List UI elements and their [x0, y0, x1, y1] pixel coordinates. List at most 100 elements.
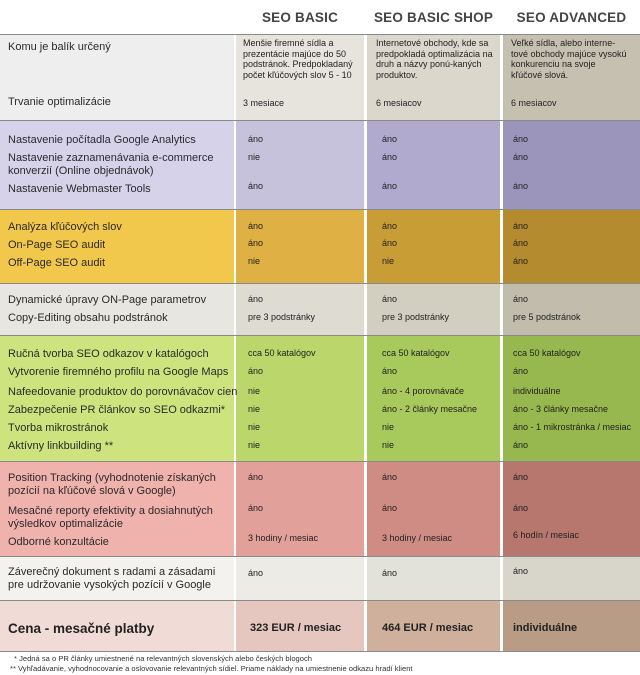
- row-value-advanced: áno: [513, 294, 529, 304]
- price-advanced: individuálne: [513, 622, 578, 634]
- row-value-basic: áno: [248, 238, 264, 248]
- bg-cell: [236, 121, 364, 209]
- row-value-shop: áno: [382, 568, 398, 578]
- row-value-basic: áno: [248, 366, 264, 376]
- row-value-advanced: cca 50 katalógov: [513, 348, 581, 358]
- row-value-advanced: pre 5 podstránok: [513, 312, 581, 322]
- row-value-advanced: 6 mesiacov: [511, 98, 557, 108]
- bg-cell: [0, 284, 234, 335]
- bg-cell: [236, 557, 364, 600]
- footnote: ** Vyhľadávanie, vyhodnocovanie a oslovo…: [10, 664, 413, 673]
- row-value-advanced: áno: [513, 134, 529, 144]
- row-value-advanced: áno: [513, 152, 529, 162]
- row-value-basic: 3 hodiny / mesiac: [248, 533, 319, 543]
- row-label: Mesačné reporty efektivity a dosiahnutýc…: [8, 505, 213, 530]
- section-target: [0, 34, 640, 120]
- bg-cell: [236, 336, 364, 461]
- row-value-basic: pre 3 podstránky: [248, 312, 316, 322]
- bg-cell: [503, 34, 640, 120]
- price-basic: 323 EUR / mesiac: [250, 622, 342, 634]
- footnote: * Jedná sa o PR články umiestnené na rel…: [14, 654, 313, 663]
- row-value-advanced: 6 hodín / mesiac: [513, 530, 580, 540]
- bg-cell: [236, 284, 364, 335]
- row-value-shop: áno: [382, 238, 398, 248]
- bg-cell: [367, 34, 500, 120]
- price-shop: 464 EUR / mesiac: [382, 622, 474, 634]
- row-value-basic: áno: [248, 181, 264, 191]
- row-value-shop: 3 hodiny / mesiac: [382, 533, 453, 543]
- row-value-basic: cca 50 katalógov: [248, 348, 316, 358]
- bg-cell: [0, 121, 234, 209]
- bg-cell: [503, 336, 640, 461]
- row-label: Tvorba mikrostránok: [8, 422, 109, 434]
- divider: [0, 556, 640, 557]
- section-onpage: [0, 284, 640, 335]
- header-seo-basic-shop: SEO BASIC SHOP: [373, 9, 494, 25]
- row-value-basic: nie: [248, 422, 261, 432]
- row-label: Copy-Editing obsahu podstránok: [8, 312, 168, 324]
- bg-cell: [0, 34, 234, 120]
- section-setup: [0, 121, 640, 209]
- section-reporting: [0, 462, 640, 556]
- divider: [0, 461, 640, 462]
- bg-cell: [367, 601, 500, 651]
- row-value-shop: nie: [382, 422, 395, 432]
- section-final-doc: [0, 557, 640, 600]
- divider: [0, 209, 640, 210]
- row-value-shop: áno: [382, 366, 398, 376]
- bg-cell: [503, 121, 640, 209]
- divider: [0, 34, 640, 35]
- row-label: Záverečný dokument s radami a zásadami p…: [8, 566, 216, 591]
- row-value-advanced: áno - 3 články mesačne: [513, 404, 609, 414]
- row-value-shop: áno: [382, 181, 398, 191]
- bg-cell: [367, 336, 500, 461]
- row-value-shop: áno - 2 články mesačne: [382, 404, 478, 414]
- row-value-advanced: áno: [513, 256, 529, 266]
- row-value-shop: áno: [382, 134, 398, 144]
- bg-cell: [367, 210, 500, 283]
- row-label: On-Page SEO audit: [8, 239, 106, 251]
- row-value-advanced: áno: [513, 566, 529, 576]
- row-label: Zabezpečenie PR článkov so SEO odkazmi*: [8, 404, 226, 416]
- section-price: [0, 601, 640, 651]
- row-value-shop: áno: [382, 152, 398, 162]
- bg-cell: [503, 462, 640, 556]
- row-value-basic: áno: [248, 221, 264, 231]
- row-value-basic: áno: [248, 568, 264, 578]
- row-label: Nastavenie Webmaster Tools: [8, 183, 151, 195]
- row-value-shop: áno - 4 porovnávače: [382, 386, 465, 396]
- bg-cell: [503, 601, 640, 651]
- bg-cell: [236, 210, 364, 283]
- bg-cell: [503, 557, 640, 600]
- bg-cell: [0, 336, 234, 461]
- row-value-advanced: áno: [513, 440, 529, 450]
- row-label: Dynamické úpravy ON-Page parametrov: [8, 294, 207, 306]
- row-value-basic: áno: [248, 134, 264, 144]
- row-label: Aktívny linkbuilding **: [8, 440, 114, 452]
- row-label: Position Tracking (vyhodnotenie získanýc…: [8, 472, 216, 497]
- row-label: Analýza kľúčových slov: [8, 221, 122, 233]
- row-label: Trvanie optimalizácie: [8, 96, 111, 108]
- bg-cell: [236, 601, 364, 651]
- row-value-advanced: áno: [513, 238, 529, 248]
- row-value-basic: Menšie firemné sídla a prezentácie majúc…: [243, 38, 353, 80]
- row-label: Nastavenie počítadla Google Analytics: [8, 134, 196, 146]
- divider: [0, 335, 640, 336]
- bg-cell: [367, 284, 500, 335]
- bg-cell: [0, 210, 234, 283]
- row-value-shop: áno: [382, 294, 398, 304]
- row-label: Nastavenie zaznamenávania e-commerce kon…: [8, 152, 214, 177]
- row-label: Odborné konzultácie: [8, 536, 109, 548]
- price-label: Cena - mesačné platby: [8, 621, 155, 636]
- bg-cell: [236, 34, 364, 120]
- row-value-basic: nie: [248, 256, 261, 266]
- row-value-advanced: áno: [513, 221, 529, 231]
- row-value-basic: nie: [248, 152, 261, 162]
- row-label: Vytvorenie firemného profilu na Google M…: [8, 366, 229, 378]
- row-value-basic: áno: [248, 503, 264, 513]
- row-value-shop: cca 50 katalógov: [382, 348, 450, 358]
- header-seo-basic: SEO BASIC: [261, 9, 339, 25]
- row-label: Ručná tvorba SEO odkazov v katalógoch: [8, 348, 209, 360]
- divider: [0, 283, 640, 284]
- bg-cell: [367, 121, 500, 209]
